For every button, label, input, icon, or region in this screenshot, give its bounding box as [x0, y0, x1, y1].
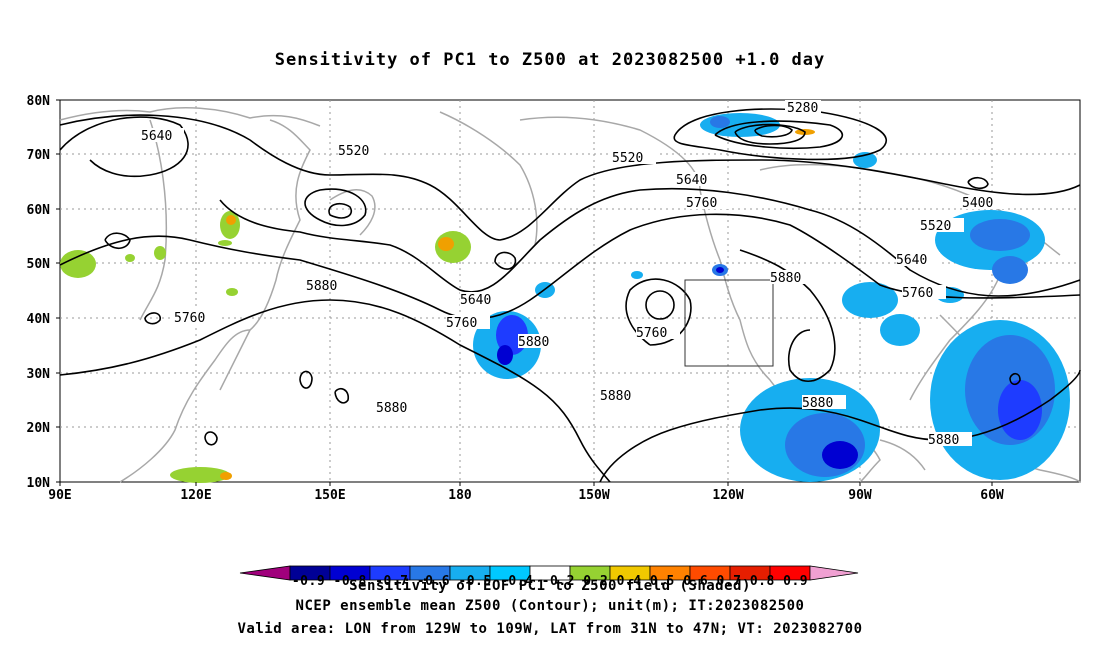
caption-line-1: Sensitivity of EOF PC1 to Z500 field (Sh…: [349, 578, 751, 594]
colorbar-overlapped-text: -0.9 -0.8 -0.7 -0.6 -0.5 -0.4 -0.2 0.2 0…: [291, 574, 809, 589]
contour-label: 5640: [676, 173, 707, 188]
contour-label: 5520: [920, 219, 951, 234]
caption-line-2: NCEP ensemble mean Z500 (Contour); unit(…: [295, 598, 805, 614]
colorbar: [239, 565, 859, 581]
colorbar-cell: [809, 565, 859, 581]
contour-labels: 5280 5640 5520 5520 5640 5760 5400 5520 …: [140, 100, 1006, 448]
lon-label: 90E: [48, 488, 71, 503]
contour-label: 5640: [460, 293, 491, 308]
lon-label: 150W: [578, 488, 609, 503]
lat-label: 70N: [27, 148, 51, 163]
latitude-labels: 80N 70N 60N 50N 40N 30N 20N 10N: [27, 94, 51, 491]
lon-label: 120W: [712, 488, 743, 503]
contour-label: 5760: [686, 196, 717, 211]
lat-label: 80N: [27, 94, 51, 109]
lat-label: 10N: [27, 476, 51, 491]
contour-label: 5520: [338, 144, 369, 159]
caption-line-3: Valid area: LON from 129W to 109W, LAT f…: [237, 621, 863, 637]
contour-label: 5400: [962, 196, 993, 211]
contour-label: 5760: [446, 316, 477, 331]
contour-label: 5880: [518, 335, 549, 350]
contour-label: 5880: [306, 279, 337, 294]
contour-label: 5760: [636, 326, 667, 341]
lon-label: 90W: [848, 488, 872, 503]
lat-label: 60N: [27, 203, 51, 218]
lat-label: 30N: [27, 367, 51, 382]
contour-label-bg: [140, 100, 1006, 446]
contour-label: 5760: [902, 286, 933, 301]
contour-label: 5880: [600, 389, 631, 404]
contour-label: 5880: [928, 433, 959, 448]
chart-title: Sensitivity of PC1 to Z500 at 2023082500…: [274, 50, 826, 70]
lon-label: 60W: [980, 488, 1004, 503]
contour-label: 5760: [174, 311, 205, 326]
contour-label: 5280: [787, 101, 818, 116]
contour-label: 5520: [612, 151, 643, 166]
lat-label: 20N: [27, 421, 51, 436]
longitude-labels: 90E 120E 150E 180 150W 120W 90W 60W: [48, 488, 1004, 503]
lon-label: 120E: [180, 488, 211, 503]
contour-label: 5880: [802, 396, 833, 411]
positive-sensitivity-shading: [60, 129, 815, 483]
lat-label: 50N: [27, 257, 51, 272]
lon-label: 150E: [314, 488, 345, 503]
contour-label: 5640: [896, 253, 927, 268]
contour-label: 5880: [770, 271, 801, 286]
contour-label: 5640: [141, 129, 172, 144]
valid-area-box: [684, 279, 774, 367]
lon-label: 180: [448, 488, 472, 503]
contour-label: 5880: [376, 401, 407, 416]
axis-ticks: [56, 99, 993, 486]
lat-label: 40N: [27, 312, 51, 327]
